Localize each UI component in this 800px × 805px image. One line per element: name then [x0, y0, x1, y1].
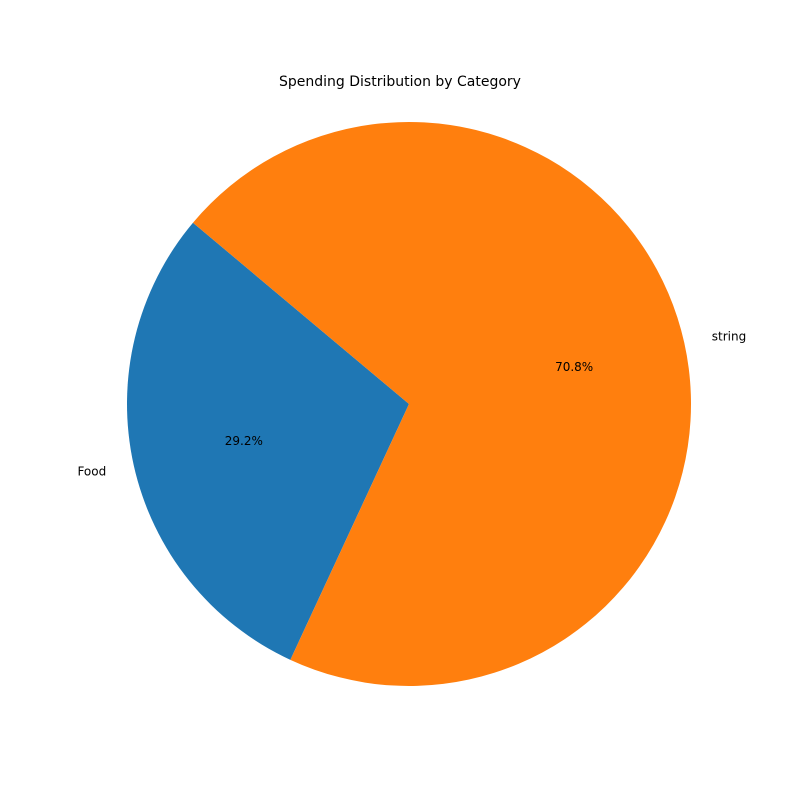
pie-slice-string [192, 121, 691, 686]
pie-slice-food [126, 222, 409, 660]
slice-percent-label: 29.2% [225, 434, 263, 448]
slice-label: Food [77, 464, 106, 478]
slice-percent-label: 70.8% [555, 360, 593, 374]
chart-title: Spending Distribution by Category [279, 74, 521, 90]
slice-label: string [712, 330, 746, 344]
